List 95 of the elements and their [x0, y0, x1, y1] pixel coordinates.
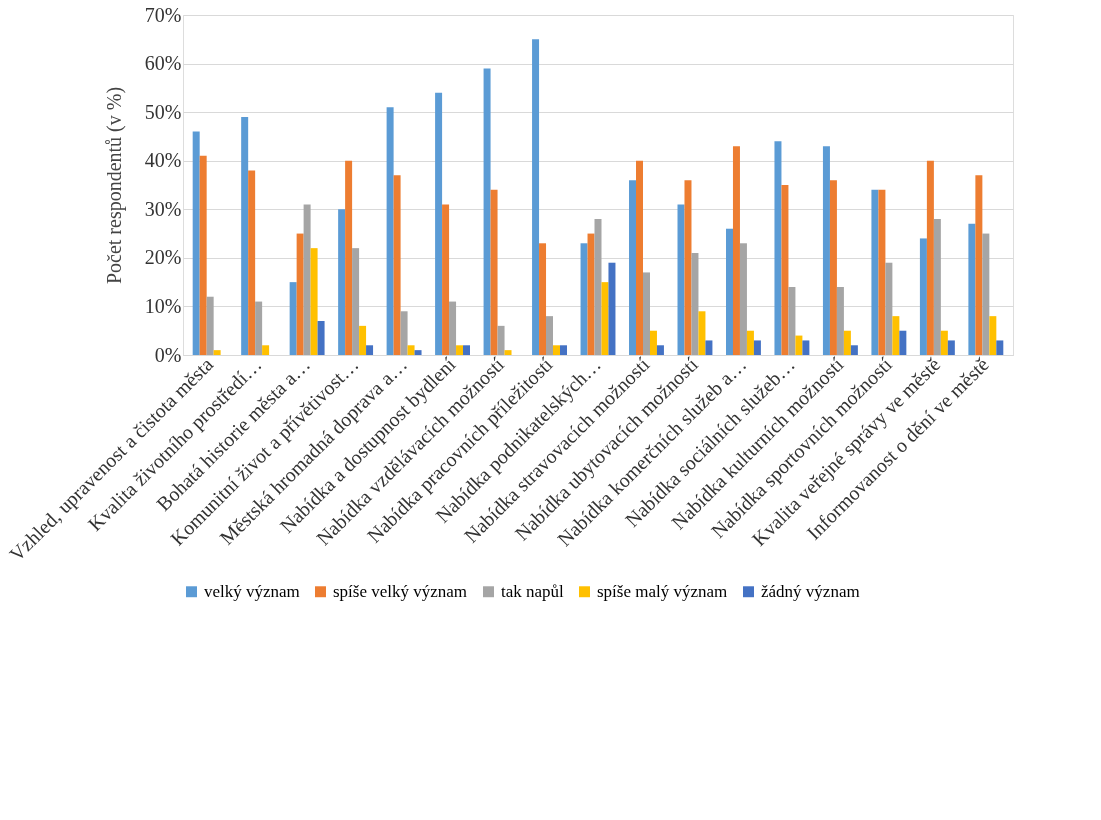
bar	[878, 189, 886, 355]
bar	[296, 233, 304, 355]
bar	[539, 243, 547, 355]
bar	[926, 160, 934, 355]
y-tick-label: 20%	[144, 246, 182, 269]
bar	[248, 170, 256, 355]
bar	[255, 301, 263, 355]
bar	[317, 321, 325, 355]
bar	[463, 345, 471, 355]
legend-label: spíše velký význam	[333, 581, 468, 601]
bar	[636, 160, 643, 355]
bar	[553, 345, 560, 355]
bar	[885, 262, 893, 355]
y-tick-label: 0%	[154, 343, 182, 366]
bar	[580, 243, 588, 355]
bar	[933, 219, 941, 355]
bar	[483, 68, 491, 355]
bar	[262, 345, 270, 355]
bar	[947, 340, 955, 355]
bar	[352, 248, 360, 355]
bar	[407, 345, 415, 355]
y-tick-label: 30%	[144, 197, 182, 220]
legend-label: tak napůl	[501, 581, 565, 601]
y-tick-label: 10%	[144, 294, 182, 317]
bar	[982, 233, 990, 355]
bar	[456, 345, 464, 355]
bar	[642, 272, 650, 355]
bar	[802, 340, 810, 355]
bar	[788, 287, 796, 355]
bar	[310, 248, 318, 355]
bar	[629, 180, 637, 355]
bar	[497, 325, 505, 355]
bar	[781, 185, 789, 355]
bar	[199, 155, 207, 355]
bar	[366, 345, 374, 355]
bar	[899, 330, 907, 355]
bar	[739, 243, 747, 355]
bar	[691, 253, 699, 355]
bar	[449, 301, 457, 355]
y-tick-label: 70%	[144, 3, 182, 26]
bar	[414, 350, 422, 355]
bar	[345, 160, 353, 355]
y-tick-label: 60%	[144, 52, 182, 75]
bar	[594, 219, 602, 355]
bar	[303, 204, 311, 355]
bar	[386, 107, 394, 355]
bar	[587, 233, 595, 355]
bar	[289, 282, 297, 355]
y-tick-label: 40%	[144, 149, 182, 172]
bar	[559, 345, 567, 355]
bar	[822, 146, 830, 355]
bar	[843, 330, 851, 355]
bar	[546, 316, 554, 355]
legend-label: velký význam	[204, 581, 300, 601]
bar	[746, 330, 754, 355]
bar	[968, 223, 976, 355]
legend-label: žádný význam	[761, 581, 860, 601]
bar	[774, 141, 782, 355]
bar	[989, 316, 997, 355]
legend-label: spíše malý význam	[597, 581, 728, 601]
bar	[504, 350, 512, 355]
bar	[532, 39, 540, 355]
bar	[996, 340, 1004, 355]
bar	[213, 350, 221, 355]
y-tick-label: 50%	[144, 100, 182, 123]
bar	[725, 228, 733, 355]
bar	[975, 175, 983, 355]
bar	[192, 131, 200, 355]
bar	[871, 189, 879, 355]
bar	[705, 340, 713, 355]
bar	[206, 296, 214, 355]
bar	[940, 330, 948, 355]
bar	[400, 311, 408, 355]
bar	[732, 146, 740, 355]
bar	[892, 316, 900, 355]
bar	[656, 345, 664, 355]
bar	[649, 330, 657, 355]
bar	[601, 282, 609, 355]
bar	[850, 345, 858, 355]
bar	[490, 189, 498, 355]
bar	[698, 311, 706, 355]
bar	[829, 180, 837, 355]
bar	[795, 335, 803, 355]
bar	[359, 325, 367, 355]
bar	[338, 209, 346, 355]
y-axis-title: Počet respondentů (v %)	[102, 86, 126, 285]
bar	[919, 238, 927, 355]
bar	[241, 117, 249, 355]
bar	[442, 204, 450, 355]
bar	[753, 340, 761, 355]
bar	[684, 180, 692, 355]
bar	[836, 287, 844, 355]
bar	[608, 262, 616, 355]
bar	[393, 175, 401, 355]
bar	[435, 92, 443, 355]
